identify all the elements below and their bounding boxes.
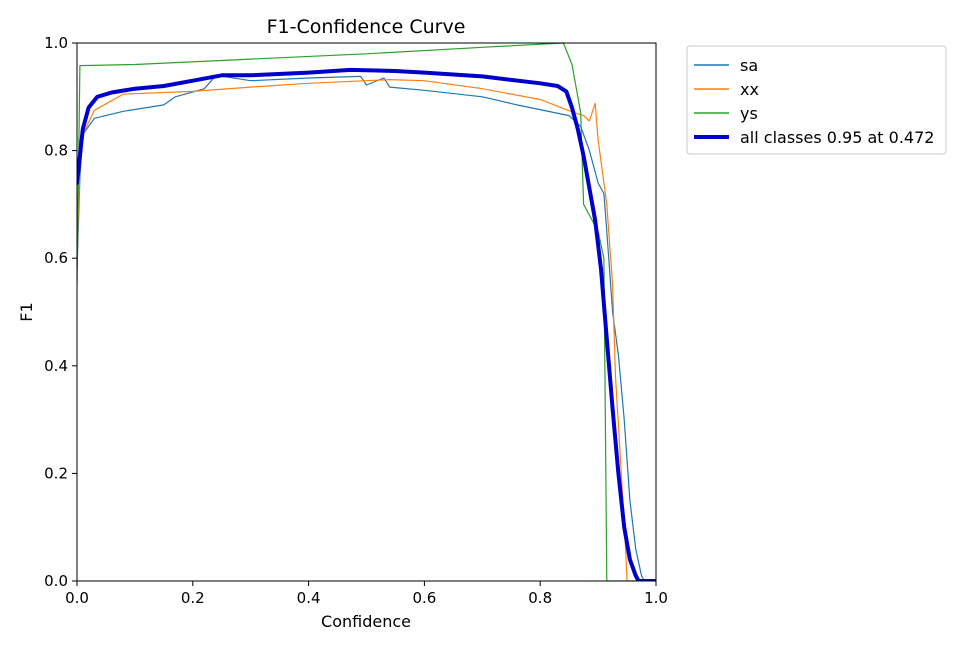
legend-label-0: sa [740, 56, 758, 75]
legend: sa xx ys all classes 0.95 at 0.472 [686, 45, 947, 155]
legend-label-2: ys [740, 104, 758, 123]
legend-label-1: xx [740, 80, 759, 99]
y-axis: 0.0 0.2 0.4 0.6 0.8 1.0 [44, 34, 77, 590]
x-tick-label: 0.6 [412, 589, 436, 607]
x-tick-label: 0.8 [528, 589, 552, 607]
x-axis-label: Confidence [321, 612, 411, 631]
y-axis-label: F1 [17, 302, 36, 321]
x-tick-label: 0.4 [297, 589, 321, 607]
series-layer [77, 42, 656, 581]
y-tick-label: 0.2 [44, 464, 68, 482]
series-line-3 [77, 67, 656, 581]
x-axis: 0.0 0.2 0.4 0.6 0.8 1.0 [65, 581, 668, 607]
series-line-2 [77, 42, 656, 581]
y-tick-label: 0.0 [44, 572, 68, 590]
x-tick-label: 0.0 [65, 589, 89, 607]
series-line-0 [77, 74, 656, 581]
y-tick-label: 1.0 [44, 34, 68, 52]
legend-label-3: all classes 0.95 at 0.472 [740, 128, 934, 147]
y-tick-label: 0.6 [44, 249, 68, 267]
y-tick-label: 0.4 [44, 357, 68, 375]
y-tick-label: 0.8 [44, 142, 68, 160]
plot-frame [76, 42, 657, 582]
x-tick-label: 1.0 [644, 589, 668, 607]
legend-box [686, 45, 947, 155]
series-line-1 [77, 79, 656, 581]
chart-title: F1-Confidence Curve [267, 16, 466, 38]
x-tick-label: 0.2 [181, 589, 205, 607]
